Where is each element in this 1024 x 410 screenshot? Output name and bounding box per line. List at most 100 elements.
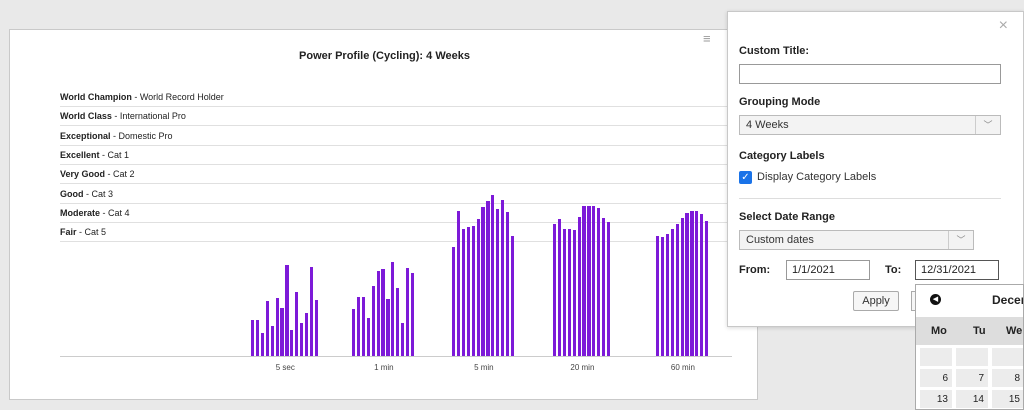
calendar-day[interactable]: 7 [955, 368, 989, 388]
bar-2-12[interactable] [510, 236, 515, 356]
apply-button[interactable]: Apply [853, 291, 899, 311]
bar-3-10[interactable] [602, 218, 606, 356]
calendar-day[interactable]: 6 [919, 368, 953, 388]
custom-title-label: Custom Title: [739, 45, 810, 57]
bar-2-11[interactable] [505, 212, 510, 356]
bar-2-7[interactable] [486, 201, 490, 356]
prev-month-icon[interactable]: ◀ [930, 294, 941, 305]
bar-0-0[interactable] [251, 320, 255, 356]
bar-1-6[interactable] [381, 269, 385, 356]
bar-2-1[interactable] [456, 211, 461, 356]
bar-3-8[interactable] [592, 206, 596, 356]
bar-4-5[interactable] [680, 218, 684, 356]
bar-0-1[interactable] [255, 320, 260, 356]
bar-3-6[interactable] [582, 206, 586, 356]
category-level-label: Exceptional - Domestic Pro [60, 130, 173, 141]
category-level-line [60, 202, 732, 204]
bar-3-7[interactable] [587, 206, 591, 356]
category-level-line [60, 221, 732, 223]
calendar-day[interactable]: 13 [919, 389, 953, 409]
bar-0-7[interactable] [285, 265, 289, 356]
from-date-input[interactable]: 1/1/2021 [786, 260, 870, 280]
category-level-label: World Class - International Pro [60, 111, 186, 122]
bar-2-2[interactable] [461, 229, 466, 356]
bar-1-5[interactable] [376, 271, 380, 356]
bar-1-9[interactable] [396, 288, 400, 356]
display-category-labels-checkbox[interactable]: ✓ [739, 171, 752, 184]
bar-2-9[interactable] [496, 209, 500, 356]
bar-0-11[interactable] [304, 313, 309, 356]
bar-0-12[interactable] [309, 267, 314, 356]
category-level-line [60, 125, 732, 127]
bar-3-3[interactable] [567, 229, 571, 356]
bar-3-11[interactable] [606, 222, 611, 356]
custom-title-input[interactable] [739, 64, 1001, 84]
bar-1-2[interactable] [361, 297, 366, 356]
weekday-label: Tu [973, 325, 986, 337]
bar-4-10[interactable] [705, 221, 709, 356]
calendar-header: ◀ Decem [916, 285, 1023, 317]
bar-4-9[interactable] [700, 214, 704, 356]
bar-3-4[interactable] [572, 230, 576, 356]
bar-3-9[interactable] [597, 208, 601, 356]
bar-0-3[interactable] [265, 301, 269, 356]
bar-1-8[interactable] [391, 262, 395, 356]
bar-1-12[interactable] [410, 273, 415, 356]
calendar-day [919, 347, 953, 367]
bar-4-4[interactable] [675, 224, 679, 356]
bar-0-8[interactable] [290, 330, 294, 356]
calendar-day[interactable]: 15 [991, 389, 1023, 409]
bar-4-6[interactable] [685, 213, 689, 356]
bar-2-4[interactable] [471, 226, 475, 356]
hamburger-menu-icon[interactable]: ≡ [703, 31, 711, 46]
bar-1-1[interactable] [356, 297, 361, 356]
bar-1-7[interactable] [386, 299, 390, 356]
bar-1-11[interactable] [405, 268, 410, 356]
bar-0-5[interactable] [275, 298, 279, 356]
to-date-input[interactable]: 12/31/2021 [915, 260, 999, 280]
bar-4-1[interactable] [660, 237, 665, 356]
x-tick-label: 5 sec [275, 363, 295, 372]
category-level-line [60, 144, 732, 146]
bar-3-0[interactable] [553, 224, 557, 356]
bar-2-10[interactable] [501, 200, 505, 356]
bar-1-3[interactable] [366, 318, 370, 356]
bar-4-3[interactable] [670, 229, 674, 356]
bar-0-10[interactable] [300, 323, 304, 356]
bar-2-6[interactable] [481, 207, 485, 356]
bar-2-5[interactable] [476, 219, 480, 356]
category-level-line [60, 106, 732, 107]
category-level-label: Moderate - Cat 4 [60, 207, 130, 218]
calendar-day[interactable]: 8 [991, 368, 1023, 388]
category-level-label: Fair - Cat 5 [60, 227, 107, 238]
bar-3-5[interactable] [577, 217, 581, 356]
x-tick-label: 20 min [570, 363, 595, 372]
calendar-day[interactable]: 14 [955, 389, 989, 409]
bar-0-2[interactable] [260, 333, 265, 356]
bar-2-0[interactable] [452, 247, 456, 356]
close-icon[interactable]: × [998, 17, 1008, 34]
bar-4-2[interactable] [665, 234, 670, 356]
bar-4-0[interactable] [656, 236, 660, 356]
bar-3-1[interactable] [557, 219, 562, 356]
bar-4-8[interactable] [695, 211, 699, 356]
chart-settings-panel: × Custom Title: Grouping Mode 4 Weeks ﹀ … [727, 11, 1024, 327]
bar-2-3[interactable] [466, 227, 470, 356]
from-label: From: [739, 264, 771, 276]
bar-0-6[interactable] [280, 308, 284, 356]
bar-3-2[interactable] [562, 229, 567, 356]
date-range-heading: Select Date Range [739, 211, 835, 223]
date-range-select[interactable]: Custom dates ﹀ [739, 230, 974, 250]
category-level-label: Good - Cat 3 [60, 188, 114, 199]
bar-1-10[interactable] [401, 323, 405, 356]
bar-4-7[interactable] [690, 211, 694, 356]
date-range-value: Custom dates [746, 234, 814, 246]
grouping-mode-select[interactable]: 4 Weeks ﹀ [739, 115, 1001, 135]
bar-1-0[interactable] [352, 309, 356, 356]
bar-0-13[interactable] [314, 300, 318, 356]
bar-0-4[interactable] [270, 326, 274, 356]
bar-0-9[interactable] [295, 292, 299, 356]
bar-2-8[interactable] [491, 195, 495, 356]
bar-1-4[interactable] [371, 286, 375, 356]
